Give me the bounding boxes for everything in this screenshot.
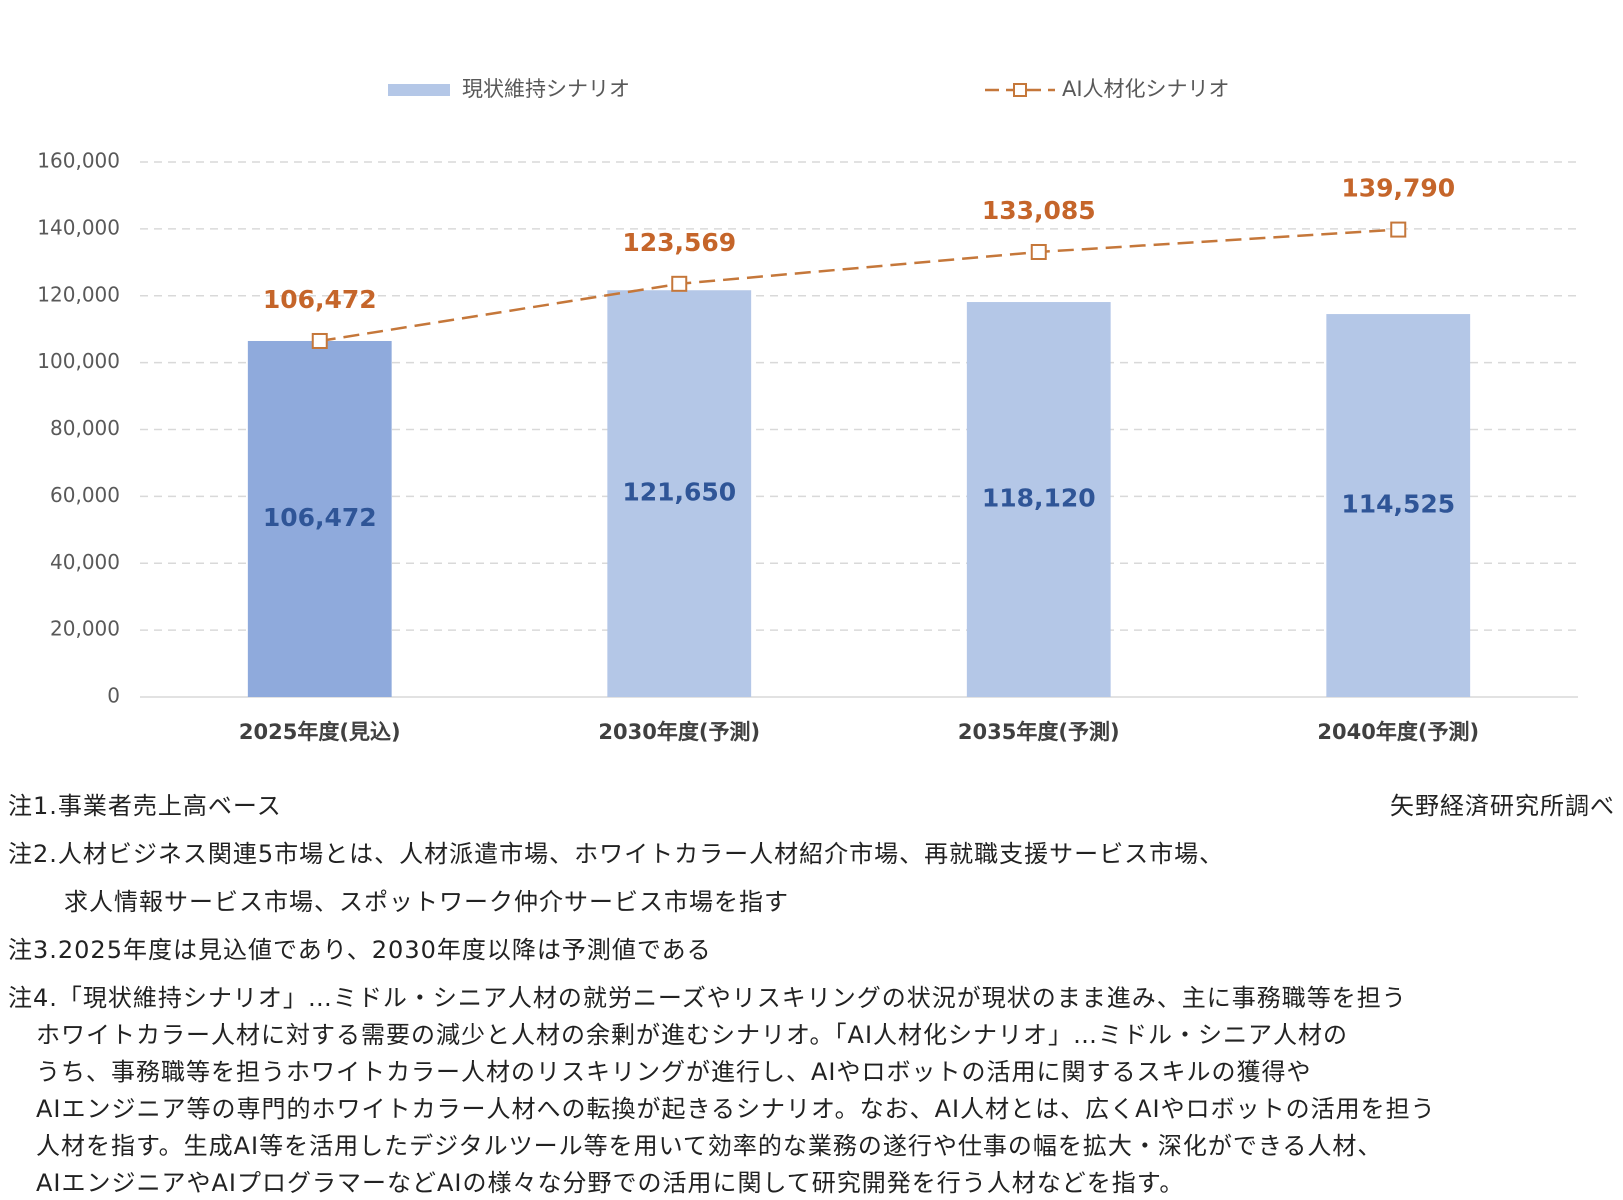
x-tick-label: 2040年度(予測) — [1317, 720, 1479, 744]
y-tick-label: 0 — [107, 684, 120, 708]
marker — [1390, 221, 1407, 238]
note-line: 注2.人材ビジネス関連5市場とは、人材派遣市場、ホワイトカラー人材紹介市場、再就… — [8, 840, 1225, 868]
bar-value-label: 114,525 — [1341, 490, 1455, 519]
bar-value-label: 106,472 — [263, 503, 377, 532]
line-value-label: 133,085 — [982, 196, 1096, 225]
line-value-label: 106,472 — [263, 285, 377, 314]
bar — [966, 302, 1111, 697]
source: 矢野経済研究所調べ — [1390, 792, 1615, 820]
y-tick-label: 120,000 — [37, 282, 120, 306]
marker — [1030, 243, 1047, 260]
line — [319, 228, 1399, 343]
y-tick-label: 40,000 — [50, 550, 120, 574]
marker — [311, 332, 328, 349]
note-line: AIエンジニアやAIプログラマーなどAIの様々な分野での活用に関して研究開発を行… — [36, 1169, 1185, 1197]
bar — [247, 340, 392, 697]
legend-swatch — [388, 84, 450, 96]
legend-marker — [1013, 83, 1027, 97]
note-line: 人材を指す。生成AI等を活用したデジタルツール等を用いて効率的な業務の遂行や仕事… — [36, 1132, 1383, 1160]
note-line: AIエンジニア等の専門的ホワイトカラー人材への転換が起きるシナリオ。なお、AI人… — [36, 1095, 1436, 1123]
marker — [671, 275, 688, 292]
x-tick-label: 2030年度(予測) — [598, 720, 760, 744]
note-line: ホワイトカラー人材に対する需要の減少と人材の余剰が進むシナリオ。「AI人材化シナ… — [36, 1021, 1349, 1049]
y-tick-label: 20,000 — [50, 617, 120, 641]
line-value-label: 139,790 — [1341, 174, 1455, 203]
bar-value-label: 121,650 — [622, 478, 736, 507]
bar — [1326, 314, 1471, 697]
legend-label: 現状維持シナリオ — [462, 77, 630, 101]
bar-value-label: 118,120 — [982, 484, 1096, 513]
note-line: 注4.「現状維持シナリオ」…ミドル・シニア人材の就労ニーズやリスキリングの状況が… — [8, 984, 1407, 1012]
y-tick-label: 60,000 — [50, 483, 120, 507]
y-tick-label: 100,000 — [37, 349, 120, 373]
note-line: うち、事務職等を担うホワイトカラー人材のリスキリングが進行し、AIやロボットの活… — [36, 1058, 1312, 1086]
y-tick-label: 160,000 — [37, 149, 120, 173]
x-tick-label: 2035年度(予測) — [958, 720, 1120, 744]
bar — [607, 290, 752, 697]
line-value-label: 123,569 — [622, 228, 736, 257]
y-tick-label: 140,000 — [37, 215, 120, 239]
chart: 0 20,000 40,000 60,000 80,000 100,000 120,000 1… — [37, 77, 1578, 744]
note-line: 注3.2025年度は見込値であり、2030年度以降は予測値である — [8, 936, 712, 964]
note-line: 求人情報サービス市場、スポットワーク仲介サービス市場を指す — [64, 888, 789, 916]
x-tick-label: 2025年度(見込) — [239, 720, 401, 744]
y-tick-label: 80,000 — [50, 416, 120, 440]
legend-label: AI人材化シナリオ — [1062, 77, 1230, 101]
note-line: 注1.事業者売上高ベース — [8, 792, 282, 820]
